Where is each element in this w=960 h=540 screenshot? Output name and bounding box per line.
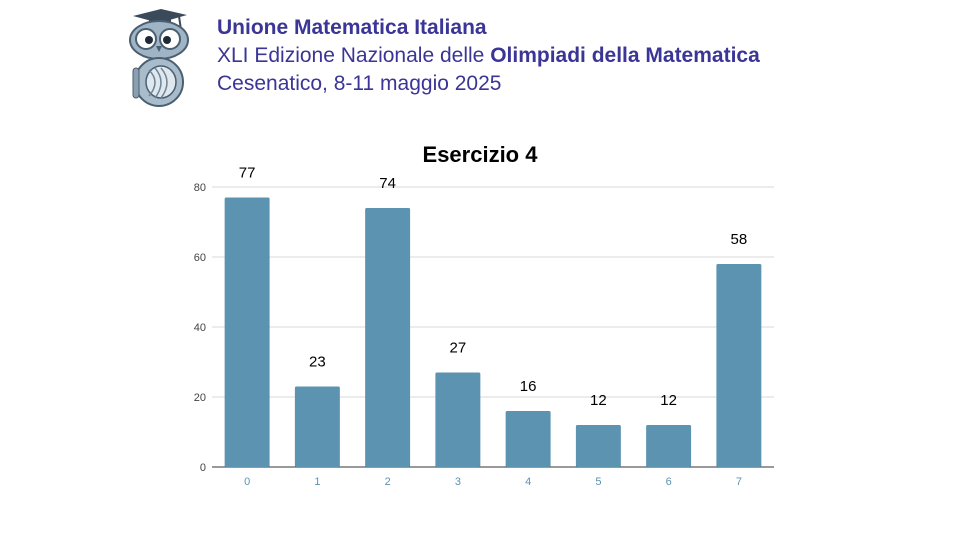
data-label: 74 <box>379 175 396 192</box>
bar <box>646 425 692 467</box>
data-label: 16 <box>520 378 537 395</box>
bar <box>294 386 340 467</box>
header: Unione Matematica Italiana XLI Edizione … <box>127 8 887 108</box>
y-tick-label: 80 <box>194 182 206 194</box>
data-label: 23 <box>309 354 326 371</box>
y-tick-label: 40 <box>194 322 206 334</box>
bar <box>365 208 411 467</box>
edition-bold: Olimpiadi della Matematica <box>490 44 760 67</box>
chart-title: Esercizio 4 <box>423 142 539 167</box>
bar <box>505 411 551 467</box>
header-text: Unione Matematica Italiana XLI Edizione … <box>217 14 760 98</box>
owl-mascot-icon <box>129 9 189 107</box>
x-tick-label: 7 <box>736 476 742 488</box>
data-label: 12 <box>590 392 607 409</box>
org-name: Unione Matematica Italiana <box>217 16 487 39</box>
x-tick-label: 3 <box>455 476 461 488</box>
y-tick-label: 20 <box>194 392 206 404</box>
data-label: 27 <box>450 340 467 357</box>
bar <box>435 372 481 467</box>
y-tick-label: 0 <box>200 462 206 474</box>
chart-canvas: Esercizio 4 0 20 40 60 80 77 0 23 1 74 2 27 3 16 4 12 5 12… <box>194 142 774 488</box>
x-tick-label: 5 <box>595 476 601 488</box>
bar <box>575 425 621 467</box>
x-tick-label: 4 <box>525 476 531 488</box>
x-tick-label: 1 <box>314 476 320 488</box>
x-tick-label: 0 <box>244 476 250 488</box>
bar <box>716 264 762 467</box>
bar <box>224 197 270 467</box>
data-label: 12 <box>660 392 677 409</box>
y-tick-label: 60 <box>194 252 206 264</box>
x-tick-label: 6 <box>666 476 672 488</box>
edition-line: XLI Edizione Nazionale delle Olimpiadi d… <box>217 42 760 70</box>
edition-prefix: XLI Edizione Nazionale delle <box>217 44 491 67</box>
bar-chart: Esercizio 4 0 20 40 60 80 77 0 23 1 74 2 27 3 16 4 12 5 12… <box>180 130 800 505</box>
x-tick-label: 2 <box>385 476 391 488</box>
place-date: Cesenatico, 8-11 maggio 2025 <box>217 72 502 95</box>
data-label: 77 <box>239 165 256 182</box>
data-label: 58 <box>731 231 748 248</box>
